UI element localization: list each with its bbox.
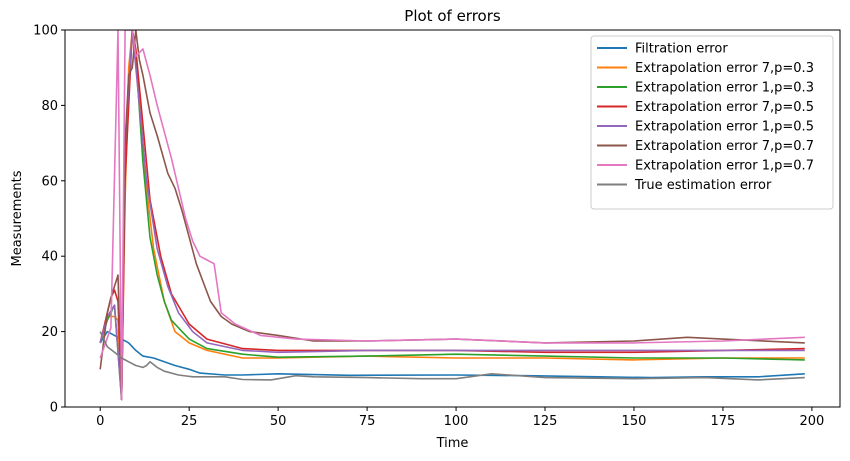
y-tick-label: 100 — [33, 24, 58, 39]
legend-label: Filtration error — [635, 42, 728, 57]
series-layer — [99, 30, 805, 401]
series-line-1 — [99, 330, 805, 379]
legend-label: Extrapolation error 7,p=0.5 — [635, 100, 814, 115]
legend-label: Extrapolation error 1,p=0.5 — [635, 120, 814, 135]
series-line-8 — [99, 331, 805, 381]
y-tick-label: 80 — [41, 99, 58, 114]
y-axis-title: Measurements — [10, 170, 25, 266]
x-tick-label: 25 — [181, 414, 198, 429]
x-tick-label: 150 — [622, 414, 647, 429]
y-tick-label: 40 — [41, 250, 58, 265]
legend-label: Extrapolation error 7,p=0.7 — [635, 139, 814, 154]
legend-box — [590, 35, 834, 210]
series-line-7 — [99, 30, 805, 401]
x-tick-label: 175 — [711, 414, 736, 429]
y-tick-label: 0 — [50, 401, 58, 416]
x-tick-label: 125 — [533, 414, 558, 429]
legend: Filtration error Extrapolation error 7,p=… — [590, 35, 834, 210]
y-tick-label: 20 — [41, 325, 58, 340]
x-tick-label: 0 — [96, 414, 104, 429]
legend-label: True estimation error — [634, 178, 772, 193]
chart-title: Plot of errors — [404, 7, 501, 25]
x-tick-label: 200 — [799, 414, 824, 429]
legend-label: Extrapolation error 7,p=0.3 — [635, 61, 814, 76]
plot-frame — [64, 29, 841, 408]
legend-label: Extrapolation error 1,p=0.3 — [635, 81, 814, 96]
x-tick-label: 50 — [270, 414, 287, 429]
y-axis-ticks: 0 20 40 60 80 100 — [33, 24, 65, 416]
x-tick-label: 75 — [359, 414, 376, 429]
x-axis-ticks: 0 25 50 75 100 125 150 175 200 — [96, 407, 824, 429]
x-tick-label: 100 — [444, 414, 469, 429]
x-axis-title: Time — [436, 436, 469, 451]
legend-label: Extrapolation error 1,p=0.7 — [635, 159, 814, 174]
y-tick-label: 60 — [41, 174, 58, 189]
